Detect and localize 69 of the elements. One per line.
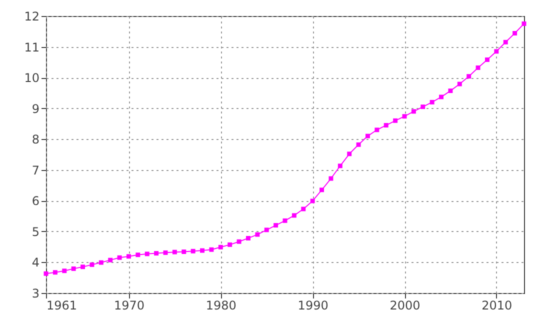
point bbox=[374, 128, 380, 132]
point bbox=[136, 252, 140, 258]
point bbox=[484, 57, 490, 62]
point bbox=[126, 254, 131, 259]
point bbox=[430, 100, 434, 104]
point bbox=[62, 268, 67, 274]
point bbox=[503, 40, 508, 44]
point bbox=[522, 21, 526, 26]
point bbox=[52, 270, 58, 275]
point bbox=[218, 244, 223, 250]
y-tick-label: 7 bbox=[32, 163, 40, 178]
point bbox=[476, 65, 480, 70]
x-tick-label: 1970 bbox=[114, 298, 145, 312]
point bbox=[494, 49, 499, 54]
point bbox=[90, 262, 94, 267]
point bbox=[402, 114, 407, 119]
point bbox=[190, 248, 196, 254]
point bbox=[338, 164, 342, 168]
y-tick-label: 11 bbox=[24, 40, 40, 54]
point bbox=[71, 266, 76, 271]
point bbox=[411, 109, 416, 114]
point bbox=[182, 250, 186, 254]
point bbox=[512, 31, 518, 36]
point bbox=[98, 260, 104, 265]
point bbox=[274, 223, 278, 228]
point bbox=[255, 232, 260, 237]
y-tick-label: 8 bbox=[32, 132, 40, 147]
point bbox=[320, 188, 324, 192]
point bbox=[117, 255, 122, 260]
point bbox=[310, 198, 315, 204]
y-tick-label: 12 bbox=[24, 10, 40, 24]
point bbox=[448, 88, 453, 94]
point bbox=[365, 134, 370, 138]
point bbox=[154, 251, 159, 256]
point bbox=[108, 258, 113, 262]
point bbox=[328, 176, 334, 181]
point bbox=[144, 252, 150, 256]
point bbox=[356, 142, 361, 147]
point bbox=[439, 94, 444, 100]
point bbox=[292, 213, 296, 218]
point bbox=[44, 271, 48, 276]
point bbox=[264, 228, 269, 232]
point bbox=[163, 250, 168, 255]
y-tick-label: 10 bbox=[24, 71, 40, 86]
y-tick-label: 6 bbox=[32, 194, 40, 208]
x-tick-label: 2000 bbox=[390, 298, 420, 312]
point bbox=[420, 104, 426, 110]
point bbox=[384, 123, 388, 128]
point bbox=[282, 218, 288, 223]
y-tick-label: 5 bbox=[32, 224, 40, 239]
x-tick-label: 2010 bbox=[482, 298, 512, 312]
y-tick-label: 9 bbox=[32, 102, 40, 116]
x-tick-label: 1961 bbox=[46, 298, 78, 312]
x-tick-label: 1990 bbox=[298, 298, 328, 312]
point bbox=[457, 82, 462, 86]
point bbox=[246, 236, 250, 240]
point bbox=[301, 206, 306, 212]
point bbox=[236, 239, 242, 244]
point bbox=[80, 264, 86, 270]
point bbox=[228, 242, 232, 247]
point bbox=[466, 74, 472, 79]
y-tick-label: 3 bbox=[32, 286, 40, 300]
point bbox=[172, 250, 177, 254]
point bbox=[393, 118, 398, 123]
point bbox=[209, 247, 214, 252]
x-tick-label: 1980 bbox=[206, 298, 236, 312]
point bbox=[347, 152, 352, 156]
y-tick-label: 4 bbox=[32, 256, 40, 270]
point bbox=[200, 248, 205, 253]
